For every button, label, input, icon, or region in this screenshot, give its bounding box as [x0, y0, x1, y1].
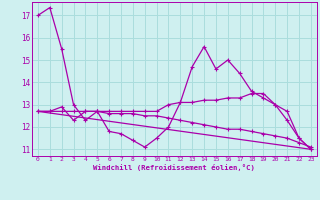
X-axis label: Windchill (Refroidissement éolien,°C): Windchill (Refroidissement éolien,°C)	[93, 164, 255, 171]
